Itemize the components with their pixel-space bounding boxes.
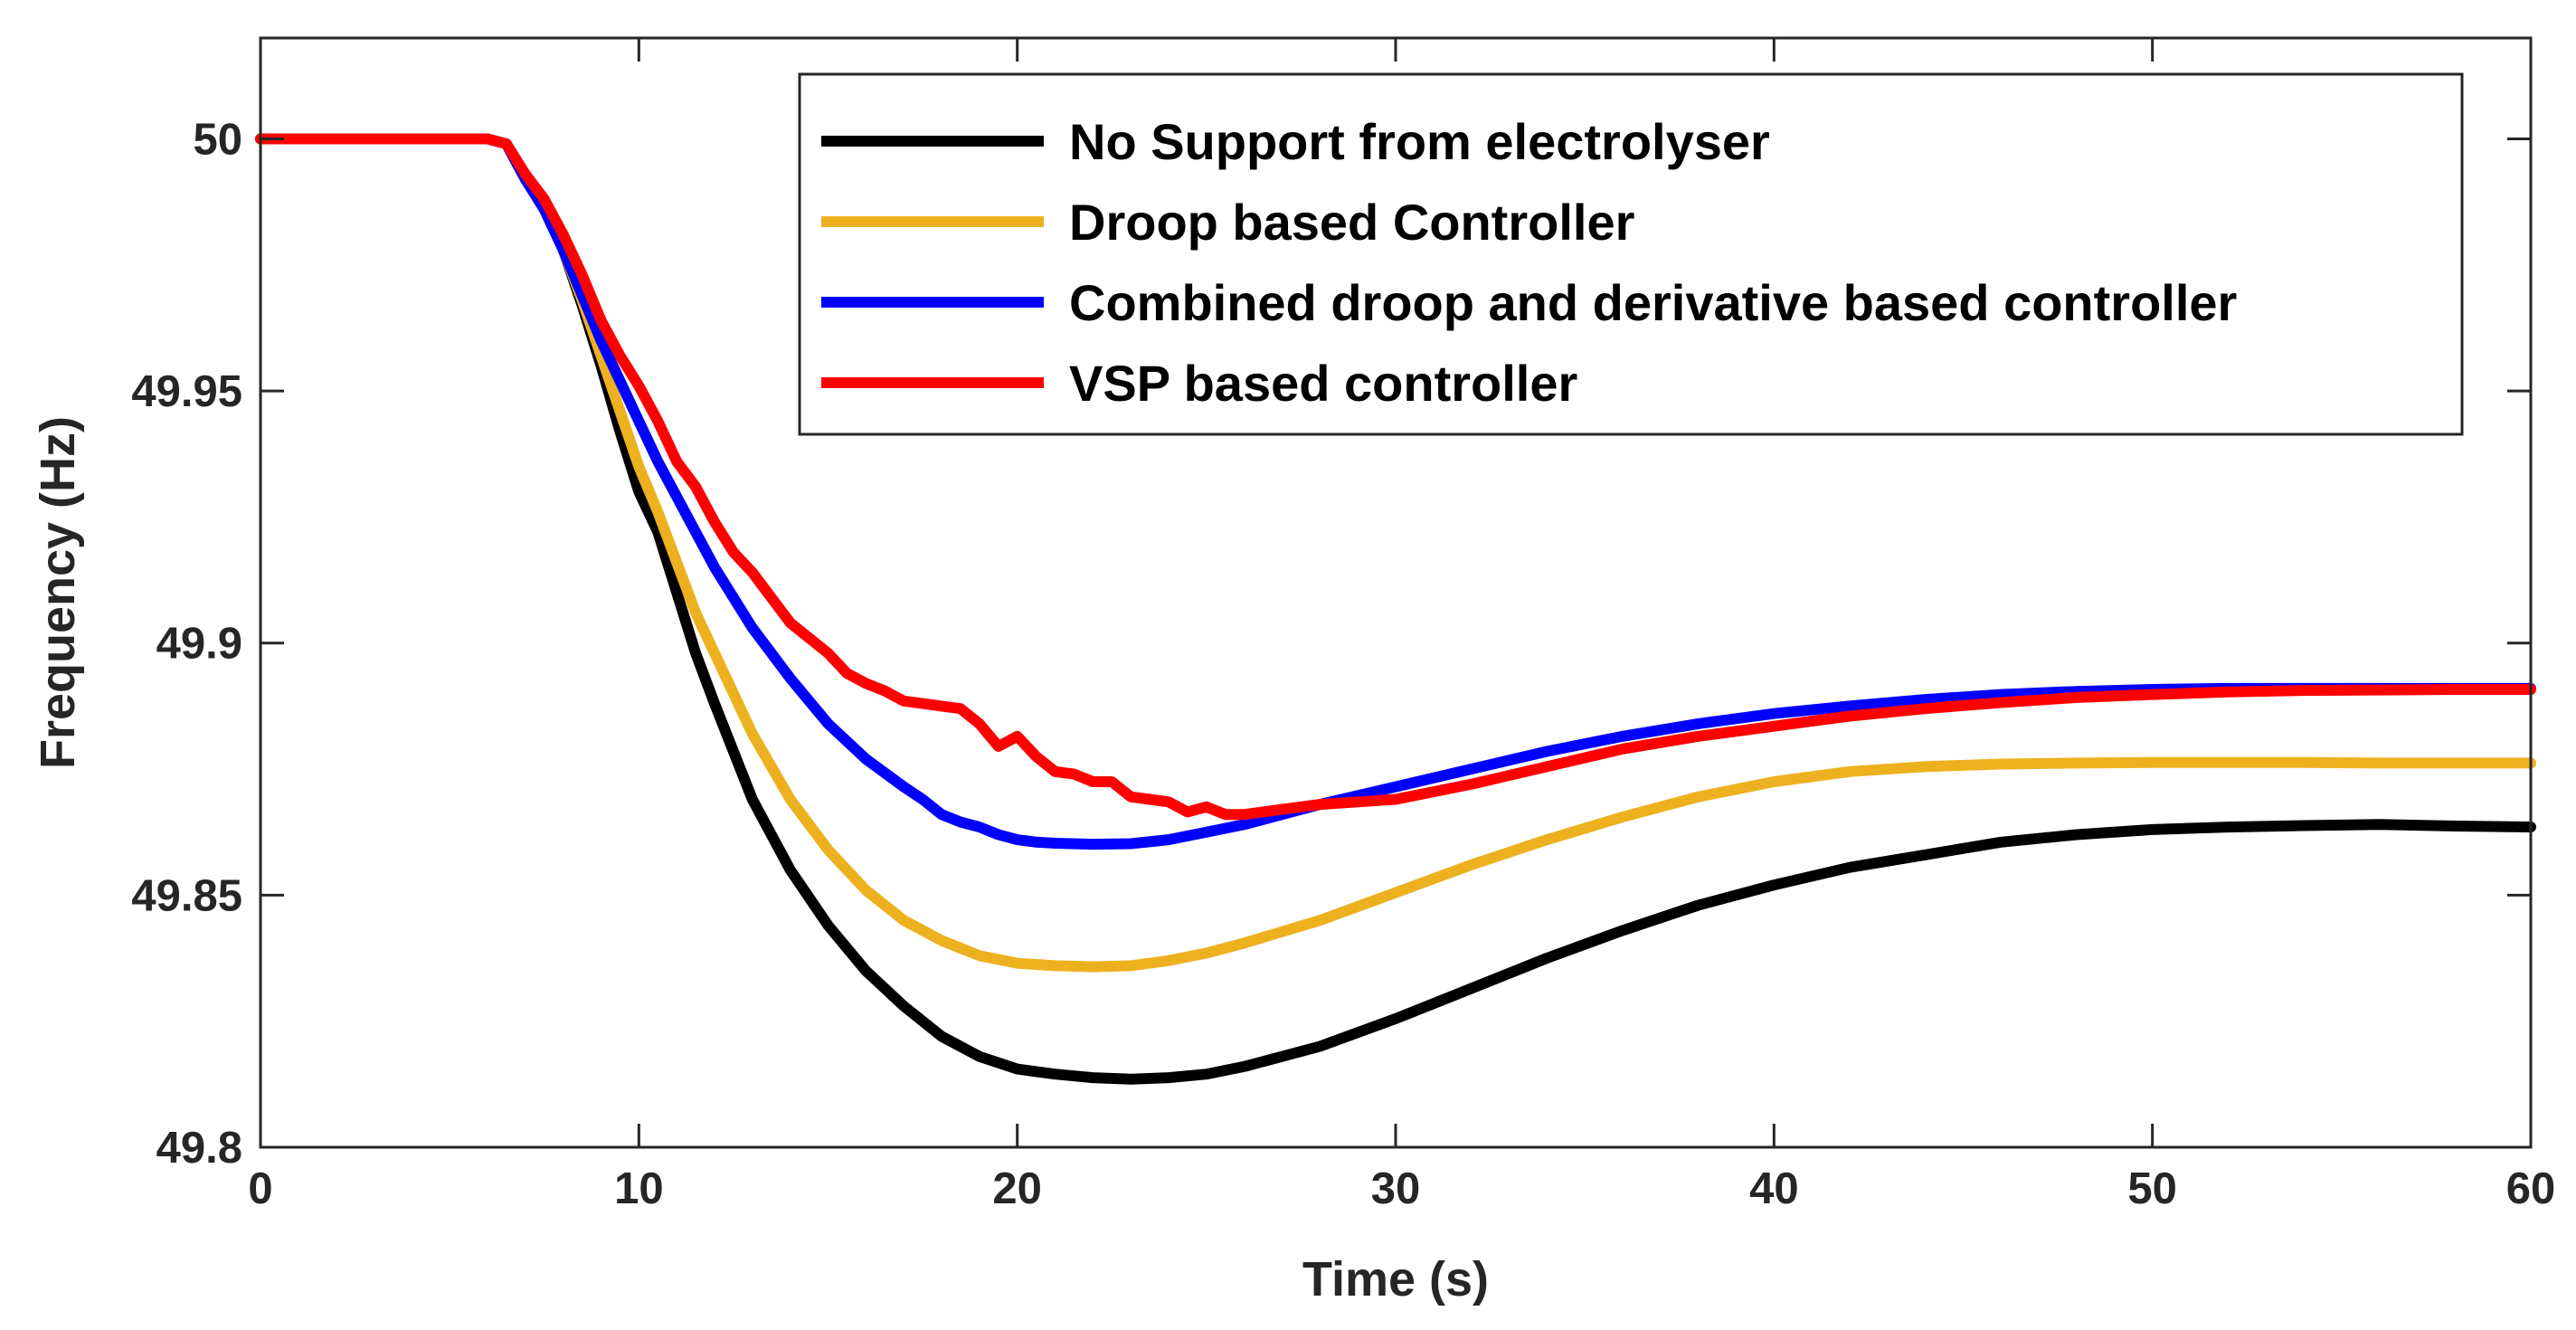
y-tick-label: 49.95 (131, 367, 242, 416)
y-tick-label: 49.8 (156, 1124, 242, 1173)
y-tick-label: 49.85 (131, 871, 242, 920)
x-tick-label: 50 (2127, 1164, 2177, 1213)
legend-label: VSP based controller (1069, 355, 1577, 412)
series-line-4 (255, 133, 2536, 821)
y-axis-title: Frequency (Hz) (31, 416, 85, 769)
x-tick-label: 30 (1371, 1164, 1421, 1213)
legend: No Support from electrolyser Droop based … (798, 72, 2464, 436)
series-line-2 (255, 133, 2536, 973)
legend-box (798, 72, 2464, 436)
x-tick-label: 40 (1749, 1164, 1799, 1213)
ticks-layer: 0 10 20 30 40 50 60 49.8 49.85 49.9 49.95 50 (131, 38, 2555, 1213)
y-tick-label: 49.9 (156, 620, 242, 669)
legend-label: Droop based Controller (1069, 194, 1634, 251)
series-layer (255, 133, 2536, 1085)
y-tick-label: 50 (193, 115, 242, 164)
legend-label: Combined droop and derivative based cont… (1069, 274, 2237, 331)
x-axis-title: Time (s) (1302, 1252, 1489, 1306)
x-tick-label: 10 (614, 1164, 664, 1213)
x-tick-label: 0 (248, 1164, 272, 1213)
series-line-3 (255, 133, 2536, 850)
x-tick-label: 20 (992, 1164, 1042, 1213)
legend-label: No Support from electrolyser (1069, 113, 1770, 170)
x-tick-label: 60 (2506, 1164, 2556, 1213)
